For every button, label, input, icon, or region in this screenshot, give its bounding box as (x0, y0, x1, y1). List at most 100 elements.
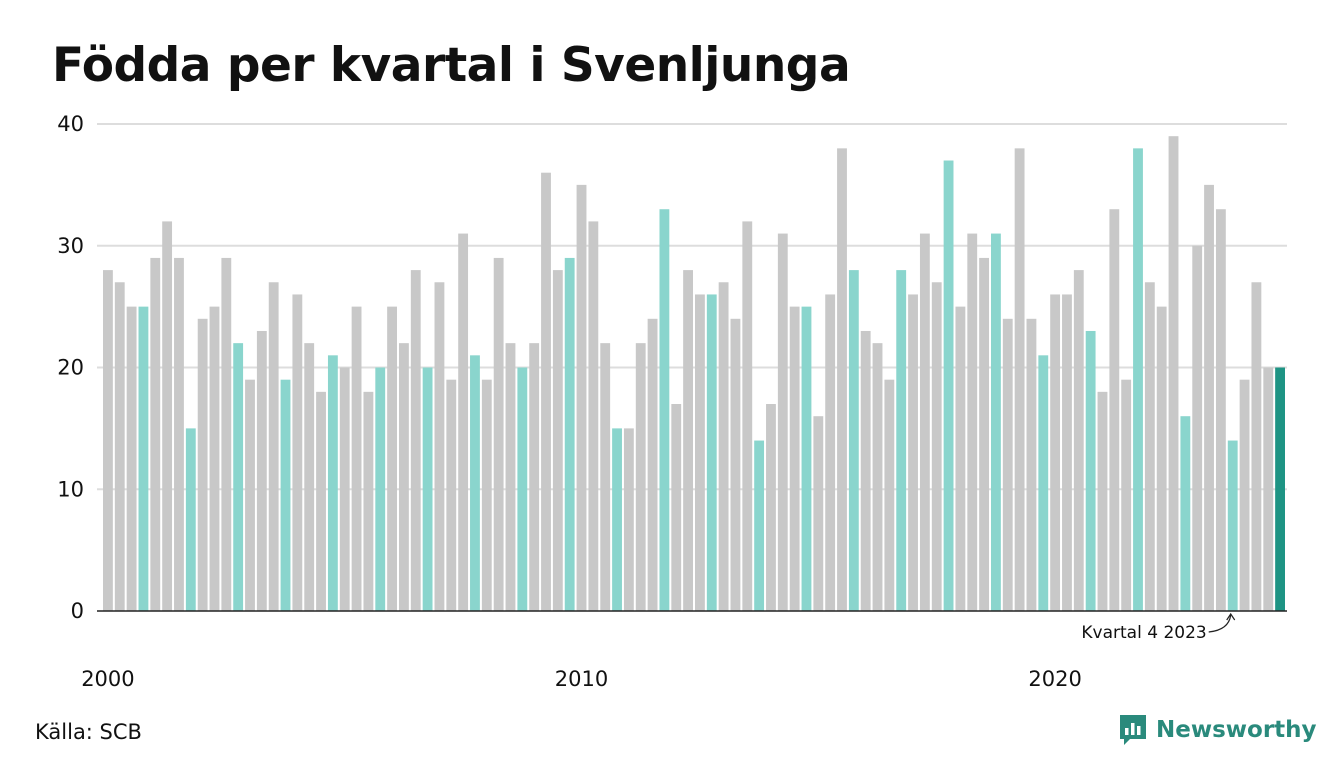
bar: 2024 K1: 19 (1239, 379, 1250, 611)
bar: 2011 K2: 22 (635, 343, 646, 611)
bar: 2005 K2: 25 (351, 306, 362, 612)
bar: 2015 K1: 16 (813, 416, 824, 611)
bar: 2014 K3: 25 (789, 306, 800, 612)
bar: 2021 K1: 18 (1097, 391, 1108, 611)
bar: 2001 K4: 15 (185, 428, 196, 612)
bar: 2019 K3: 24 (1026, 318, 1037, 611)
bar: 2005 K4: 20 (375, 367, 386, 611)
bar: 2010 K2: 32 (588, 221, 599, 611)
bar: 2021 K3: 19 (1121, 379, 1132, 611)
bar: 2017 K4: 37 (943, 160, 954, 611)
bar: 2020 K2: 26 (1062, 294, 1072, 611)
bar: 2002 K4: 22 (233, 343, 244, 611)
bar: 2003 K2: 23 (256, 330, 267, 611)
bar: 2013 K1: 27 (718, 282, 729, 611)
bar: 2012 K1: 17 (671, 404, 682, 611)
bar: 2003 K1: 19 (245, 379, 255, 611)
bar: 2005 K1: 20 (339, 367, 350, 611)
bar: 2017 K2: 31 (919, 233, 930, 611)
bar: 2019 K1: 24 (1002, 318, 1013, 611)
bar: 2015 K3: 38 (837, 148, 847, 611)
bar: 2019 K2: 38 (1014, 148, 1025, 611)
y-tick-label: 0 (71, 599, 84, 623)
bar: 2014 K4: 25 (801, 306, 812, 612)
bar: 2006 K3: 28 (410, 270, 421, 611)
bar: 2013 K4: 14 (754, 440, 765, 611)
bar: 2006 K1: 25 (387, 306, 397, 612)
bar: 2022 K4: 16 (1180, 416, 1191, 611)
bar: 2023 K1: 30 (1192, 245, 1203, 611)
bar: 2018 K2: 31 (967, 233, 978, 611)
bar: 2017 K3: 27 (931, 282, 942, 611)
bar: 2002 K1: 24 (197, 318, 208, 611)
axes: 0 10 20 30 40 2000 2010 2020 (57, 112, 1287, 691)
bar: 2012 K3: 26 (695, 294, 705, 611)
x-tick-label: 2010 (555, 667, 608, 691)
bar: 2023 K2: 35 (1204, 184, 1214, 612)
bar: 2016 K4: 28 (896, 270, 907, 611)
bar: 2000 K2: 27 (114, 282, 125, 611)
bar: 2021 K4: 38 (1133, 148, 1143, 611)
bar: 2008 K2: 29 (493, 257, 504, 611)
bar: 2000 K1: 28 (103, 270, 113, 611)
brand-logo[interactable]: Newsworthy (1118, 713, 1317, 747)
bar: 2010 K3: 22 (600, 343, 611, 611)
annotation-arrow (1208, 614, 1232, 633)
bar: 2004 K4: 21 (327, 355, 338, 611)
bar: 2008 K3: 22 (505, 343, 516, 611)
bar: 2022 K1: 27 (1144, 282, 1155, 611)
bar: 2016 K3: 19 (884, 379, 895, 611)
bar: 2012 K2: 28 (683, 270, 693, 611)
bar: 2007 K2: 19 (446, 379, 457, 611)
chart-title: Födda per kvartal i Svenljunga (52, 38, 851, 93)
bar: 2002 K3: 29 (221, 257, 232, 611)
bar: 2006 K4: 20 (422, 367, 433, 611)
bar: 2016 K1: 23 (860, 330, 871, 611)
bar: 2014 K1: 17 (766, 404, 776, 611)
annotation-arrowhead (1226, 612, 1236, 621)
x-tick-label: 2020 (1028, 667, 1081, 691)
bar: 2022 K3: 39 (1168, 136, 1179, 611)
bar: 2009 K4: 29 (564, 257, 575, 611)
bar: 2009 K2: 36 (541, 172, 551, 611)
y-tick-label: 20 (57, 356, 84, 380)
bar: 2003 K3: 27 (268, 282, 279, 611)
bar: 2015 K4: 28 (848, 270, 859, 611)
bar: 2001 K2: 32 (162, 221, 173, 611)
annotation: Kvartal 4 2023 (1081, 612, 1236, 643)
bar: 2024 K3: 20 (1263, 367, 1274, 611)
bar: 2022 K2: 25 (1156, 306, 1167, 612)
bar: 2015 K2: 26 (825, 294, 836, 611)
bar: 2000 K4: 25 (138, 306, 149, 612)
bar: 2014 K2: 31 (777, 233, 788, 611)
bar: 2008 K1: 19 (481, 379, 492, 611)
bar: 2007 K1: 27 (434, 282, 445, 611)
bar: 2007 K3: 31 (458, 233, 469, 611)
bar: 2004 K2: 22 (304, 343, 315, 611)
bar: 2004 K1: 26 (292, 294, 303, 611)
bar: 2009 K3: 28 (552, 270, 563, 611)
bar: 2024 K4: 20 (1275, 367, 1285, 611)
bar: 2018 K3: 29 (979, 257, 989, 611)
bar: 2008 K4: 20 (517, 367, 528, 611)
bar: 2013 K2: 24 (730, 318, 741, 611)
bar: 2006 K2: 22 (399, 343, 409, 611)
bar: 2010 K1: 35 (576, 184, 587, 612)
bar: 2010 K4: 15 (612, 428, 622, 612)
bar: 2013 K3: 32 (742, 221, 753, 611)
bar: 2011 K1: 15 (623, 428, 634, 612)
bar: 2011 K3: 24 (647, 318, 658, 611)
annotation-label: Kvartal 4 2023 (1081, 623, 1206, 643)
y-tick-label: 10 (57, 477, 84, 501)
bar-chart: 2000 K1: 282000 K2: 272000 K3: 252000 K4… (57, 112, 1287, 691)
bar: 2024 K2: 27 (1251, 282, 1262, 611)
y-tick-label: 30 (57, 234, 84, 258)
bar: 2020 K4: 23 (1085, 330, 1096, 611)
bar: 2018 K4: 31 (991, 233, 1001, 611)
bar: 2017 K1: 26 (908, 294, 918, 611)
bar: 2018 K1: 25 (955, 306, 966, 612)
bar: 2023 K4: 14 (1227, 440, 1238, 611)
bar: 2009 K1: 22 (529, 343, 540, 611)
bar: 2001 K3: 29 (174, 257, 184, 611)
bar: 2011 K4: 33 (659, 209, 670, 612)
